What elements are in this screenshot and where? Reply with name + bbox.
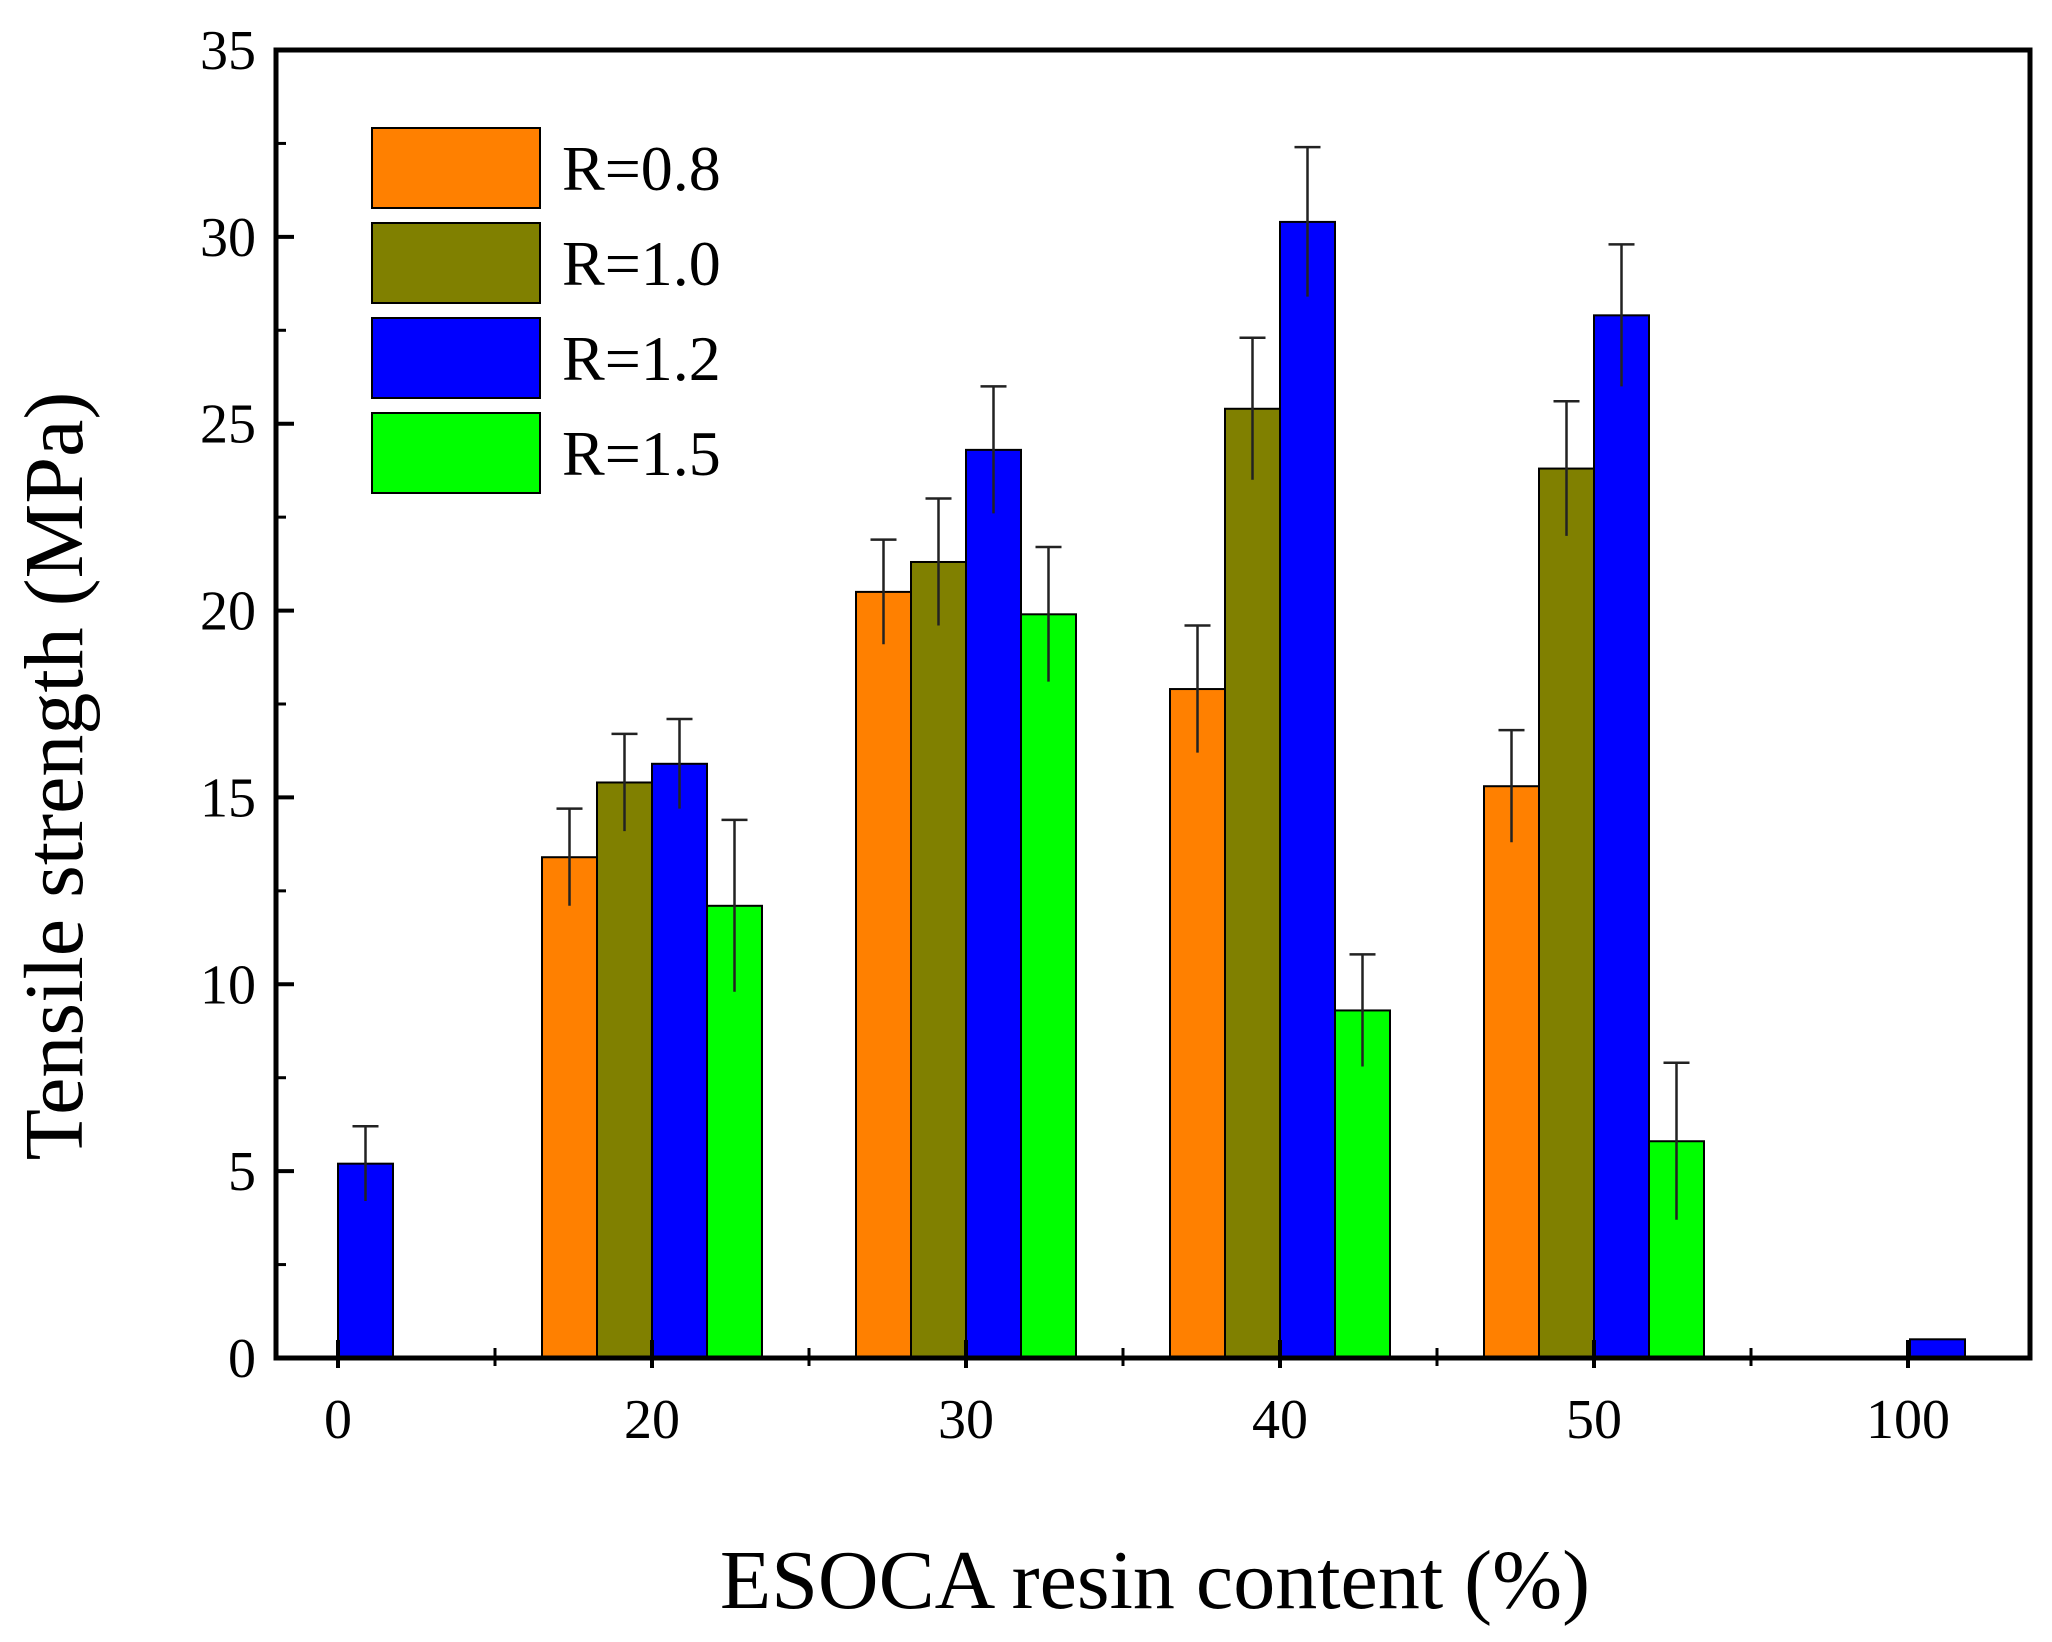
error-bar-r-1-2-40 <box>1294 145 1321 297</box>
error-bar-r-1-5-40 <box>1349 953 1376 1067</box>
legend-item-r-0-8: R=0.8 <box>371 127 721 209</box>
bar-r-1-5-30 <box>1020 613 1077 1359</box>
error-bar-r-1-0-30 <box>925 497 952 626</box>
x-tick-label: 30 <box>938 1389 994 1451</box>
y-tick-label: 30 <box>200 207 256 269</box>
legend-label: R=1.5 <box>562 418 721 489</box>
error-bar-r-1-0-50 <box>1553 400 1580 536</box>
legend-swatch <box>371 222 541 304</box>
legend-item-r-1-5: R=1.5 <box>371 412 721 494</box>
error-bar-r-1-2-50 <box>1608 243 1635 387</box>
bar-r-1-2-20 <box>651 762 708 1359</box>
bar-r-0-8-30 <box>855 590 912 1359</box>
bar-r-1-0-50 <box>1538 467 1595 1359</box>
x-tick-label: 20 <box>624 1389 680 1451</box>
y-tick-label: 5 <box>228 1141 256 1203</box>
error-bar-r-0-8-40 <box>1184 624 1211 753</box>
bar-r-1-2-100 <box>1909 1338 1966 1360</box>
error-bar-r-0-8-20 <box>556 807 583 906</box>
error-bar-r-1-0-20 <box>611 732 638 832</box>
y-tick-label: 25 <box>200 394 256 456</box>
y-axis: 0 5 10 15 20 25 30 35 <box>200 20 294 1390</box>
bar-r-1-2-40 <box>1279 220 1336 1359</box>
bar-r-1-0-20 <box>596 781 653 1359</box>
y-axis-title: Tensile strength (MPa) <box>8 392 101 1161</box>
x-tick-label: 100 <box>1866 1389 1950 1451</box>
error-bar-r-1-2-20 <box>666 717 693 809</box>
legend-item-r-1-0: R=1.0 <box>371 222 721 304</box>
error-bar-r-1-2-30 <box>980 385 1007 514</box>
x-tick-label: 40 <box>1252 1389 1308 1451</box>
y-tick-label: 20 <box>200 581 256 643</box>
error-bar-r-1-2-0 <box>352 1125 379 1202</box>
legend-item-r-1-2: R=1.2 <box>371 317 721 399</box>
bar-r-1-2-50 <box>1593 314 1650 1359</box>
bar-r-1-0-40 <box>1224 407 1281 1360</box>
x-tick-label: 0 <box>324 1389 352 1451</box>
legend-swatch <box>371 127 541 209</box>
bar-r-1-0-30 <box>910 560 967 1359</box>
x-axis-title: ESOCA resin content (%) <box>720 1534 1590 1627</box>
error-bar-r-0-8-50 <box>1498 728 1525 843</box>
legend: R=0.8 R=1.0 R=1.2 R=1.5 <box>371 127 721 494</box>
error-bar-r-1-0-40 <box>1239 336 1266 480</box>
x-axis: 0 20 30 40 50 100 <box>324 1340 1950 1451</box>
x-tick-label: 50 <box>1566 1389 1622 1451</box>
error-bars-layer <box>352 145 1690 1220</box>
error-bar-r-1-5-20 <box>721 818 748 992</box>
y-tick-label: 15 <box>200 767 256 829</box>
bar-r-1-5-40 <box>1334 1009 1391 1360</box>
legend-swatch <box>371 412 541 494</box>
y-tick-label: 10 <box>200 954 256 1016</box>
y-tick-label: 35 <box>200 20 256 82</box>
y-tick-label: 0 <box>228 1328 256 1390</box>
legend-label: R=1.0 <box>562 228 721 299</box>
bar-r-0-8-40 <box>1169 688 1226 1359</box>
legend-label: R=1.2 <box>562 323 721 394</box>
bars-layer <box>337 220 1966 1360</box>
error-bar-r-1-5-30 <box>1035 545 1062 682</box>
bar-r-1-2-30 <box>965 448 1022 1360</box>
error-bar-r-1-5-50 <box>1663 1061 1690 1220</box>
bar-r-0-8-50 <box>1483 785 1540 1359</box>
legend-label: R=0.8 <box>562 133 721 204</box>
legend-swatch <box>371 317 541 399</box>
error-bar-r-0-8-30 <box>870 538 897 645</box>
bar-r-0-8-20 <box>541 856 598 1359</box>
